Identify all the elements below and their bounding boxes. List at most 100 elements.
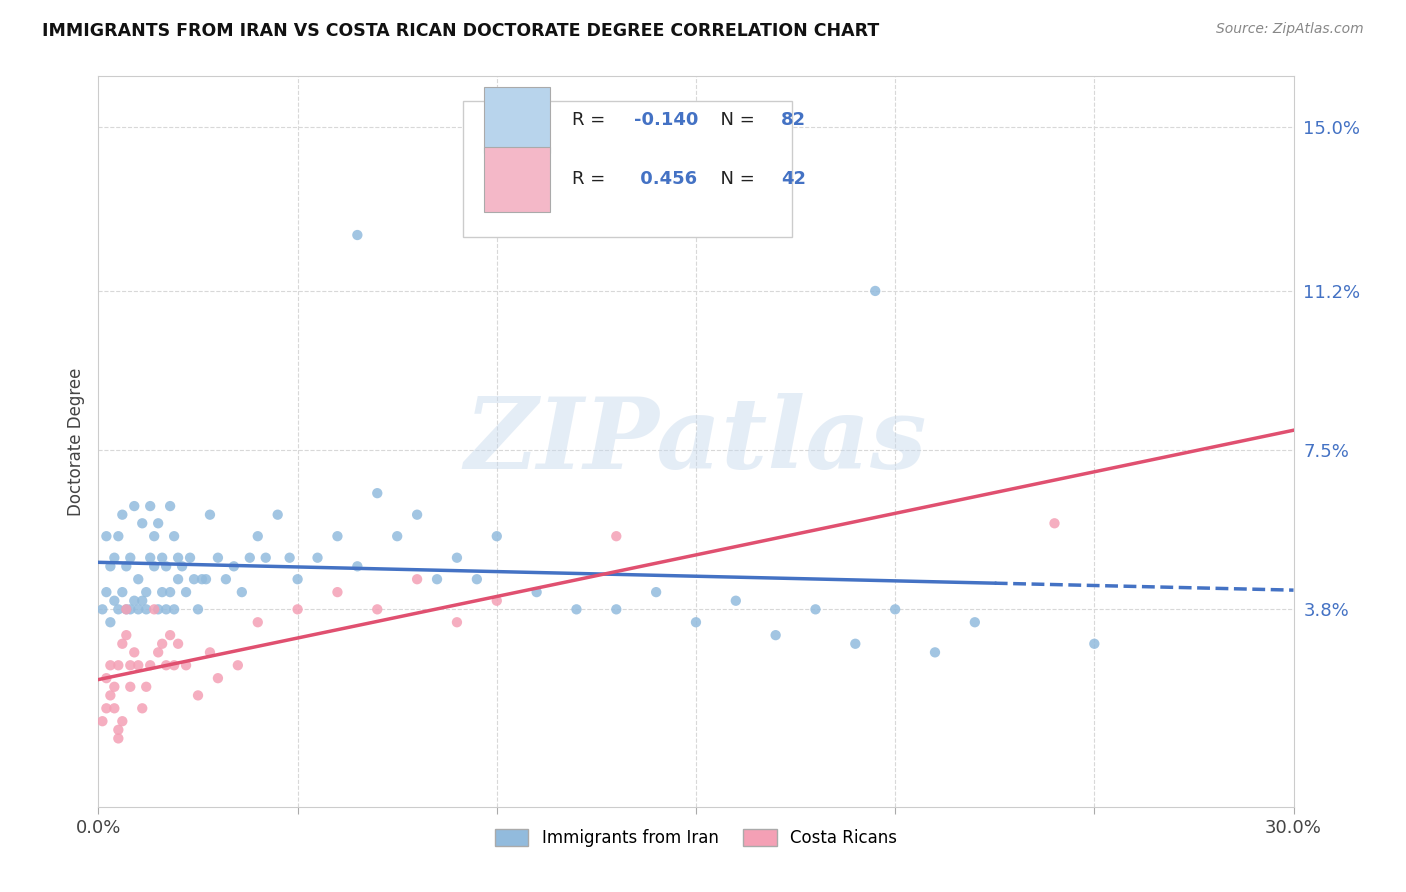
Point <box>167 550 190 565</box>
Point <box>174 585 197 599</box>
Point <box>107 602 129 616</box>
Text: N =: N = <box>709 170 761 188</box>
Text: 0.456: 0.456 <box>634 170 697 188</box>
Point <box>98 658 122 673</box>
Point <box>1043 516 1066 531</box>
Legend: Immigrants from Iran, Costa Ricans: Immigrants from Iran, Costa Ricans <box>488 822 904 854</box>
Point <box>326 529 349 543</box>
Point <box>131 701 153 715</box>
Point <box>159 628 181 642</box>
Point <box>446 615 468 630</box>
Point <box>98 689 122 703</box>
Text: 82: 82 <box>780 111 806 129</box>
Point <box>143 559 166 574</box>
Point <box>207 671 229 685</box>
Point <box>115 602 138 616</box>
Point <box>163 602 186 616</box>
Point <box>135 680 157 694</box>
Point <box>143 602 166 616</box>
Point <box>155 658 177 673</box>
Point <box>163 529 186 543</box>
Point <box>865 284 887 298</box>
Point <box>179 550 201 565</box>
Point <box>307 550 329 565</box>
Point <box>115 602 138 616</box>
Point <box>148 645 170 659</box>
Point <box>124 593 146 607</box>
Point <box>148 516 170 531</box>
Point <box>287 572 309 586</box>
Point <box>107 658 129 673</box>
Point <box>167 637 190 651</box>
Point <box>246 529 269 543</box>
Point <box>120 658 142 673</box>
Point <box>127 658 149 673</box>
Point <box>174 658 197 673</box>
Point <box>150 637 173 651</box>
Point <box>103 701 125 715</box>
Point <box>96 671 118 685</box>
Point <box>103 550 125 565</box>
Point <box>120 550 142 565</box>
Point <box>120 602 142 616</box>
Point <box>143 529 166 543</box>
Point <box>195 572 218 586</box>
Point <box>159 585 181 599</box>
Point <box>124 645 146 659</box>
Point <box>406 508 429 522</box>
Point <box>96 701 118 715</box>
Point <box>465 572 488 586</box>
Point <box>148 602 170 616</box>
Point <box>163 658 186 673</box>
Point <box>159 499 181 513</box>
Point <box>111 714 134 729</box>
Point <box>107 723 129 737</box>
Point <box>385 529 409 543</box>
Point <box>231 585 253 599</box>
Point <box>198 508 221 522</box>
Point <box>107 731 129 746</box>
Text: IMMIGRANTS FROM IRAN VS COSTA RICAN DOCTORATE DEGREE CORRELATION CHART: IMMIGRANTS FROM IRAN VS COSTA RICAN DOCT… <box>42 22 879 40</box>
Point <box>765 628 787 642</box>
Point <box>366 602 388 616</box>
Point <box>115 628 138 642</box>
Text: 42: 42 <box>780 170 806 188</box>
Point <box>222 559 245 574</box>
Point <box>135 602 157 616</box>
Text: ZIPatlas: ZIPatlas <box>465 393 927 490</box>
Point <box>183 572 205 586</box>
Bar <box>485 87 550 153</box>
Point <box>187 602 209 616</box>
Point <box>172 559 194 574</box>
Point <box>150 550 173 565</box>
Point <box>131 516 153 531</box>
Point <box>605 602 627 616</box>
Point <box>120 680 142 694</box>
Point <box>724 593 747 607</box>
Point <box>98 559 122 574</box>
Point <box>346 559 368 574</box>
Point <box>1083 637 1105 651</box>
Text: R =: R = <box>572 170 610 188</box>
Point <box>103 593 125 607</box>
Point <box>111 585 134 599</box>
Point <box>526 585 548 599</box>
Text: R =: R = <box>572 111 610 129</box>
Point <box>111 637 134 651</box>
Point <box>127 572 149 586</box>
Point <box>485 529 508 543</box>
Point <box>96 529 118 543</box>
Point <box>127 602 149 616</box>
Point <box>191 572 214 586</box>
Point <box>215 572 238 586</box>
Point <box>267 508 290 522</box>
Point <box>278 550 301 565</box>
Point <box>287 602 309 616</box>
Point <box>605 529 627 543</box>
Point <box>91 602 114 616</box>
Point <box>98 615 122 630</box>
Point <box>155 602 177 616</box>
Text: -0.140: -0.140 <box>634 111 699 129</box>
Point <box>167 572 190 586</box>
Point <box>96 585 118 599</box>
